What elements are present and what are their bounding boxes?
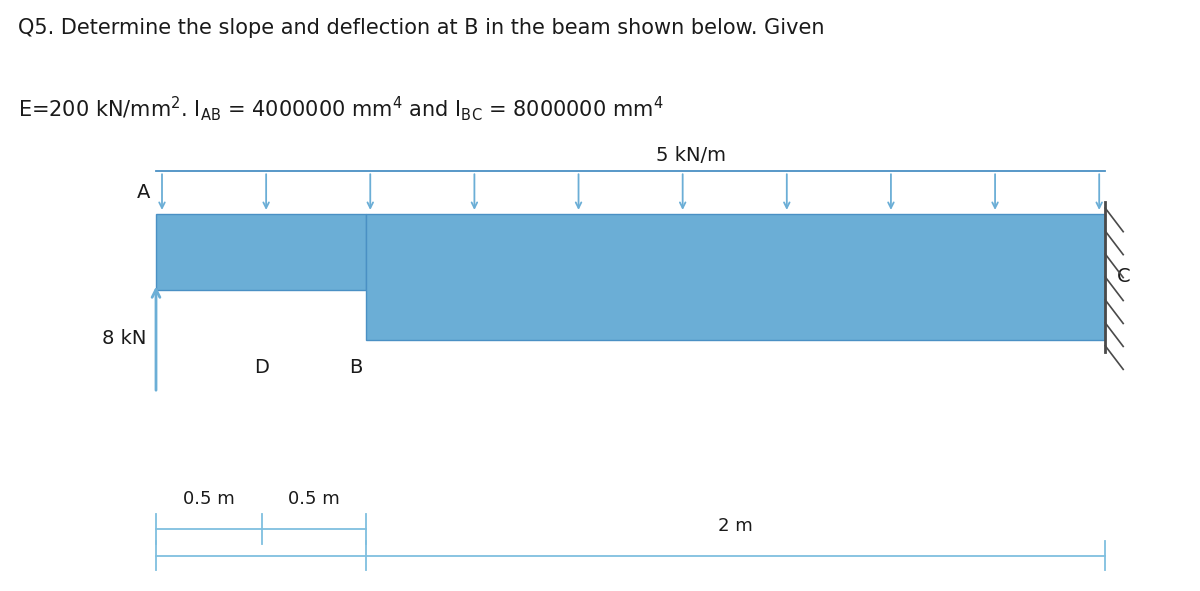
Text: 8 kN: 8 kN bbox=[102, 329, 146, 348]
Text: 2 m: 2 m bbox=[719, 517, 752, 535]
Bar bbox=[366, 214, 1105, 340]
Text: D: D bbox=[254, 358, 269, 376]
Text: 5 kN/m: 5 kN/m bbox=[655, 147, 726, 165]
Bar bbox=[156, 214, 366, 290]
Text: C: C bbox=[1117, 267, 1130, 287]
Text: Q5. Determine the slope and deflection at B in the beam shown below. Given: Q5. Determine the slope and deflection a… bbox=[18, 18, 824, 38]
Text: 0.5 m: 0.5 m bbox=[182, 491, 235, 508]
Text: B: B bbox=[349, 358, 362, 376]
Text: 0.5 m: 0.5 m bbox=[288, 491, 340, 508]
Text: A: A bbox=[137, 183, 150, 202]
Text: E=200 kN/mm$^2$. I$_{\rm AB}$ = 4000000 mm$^4$ and I$_{\rm BC}$ = 8000000 mm$^4$: E=200 kN/mm$^2$. I$_{\rm AB}$ = 4000000 … bbox=[18, 95, 664, 124]
